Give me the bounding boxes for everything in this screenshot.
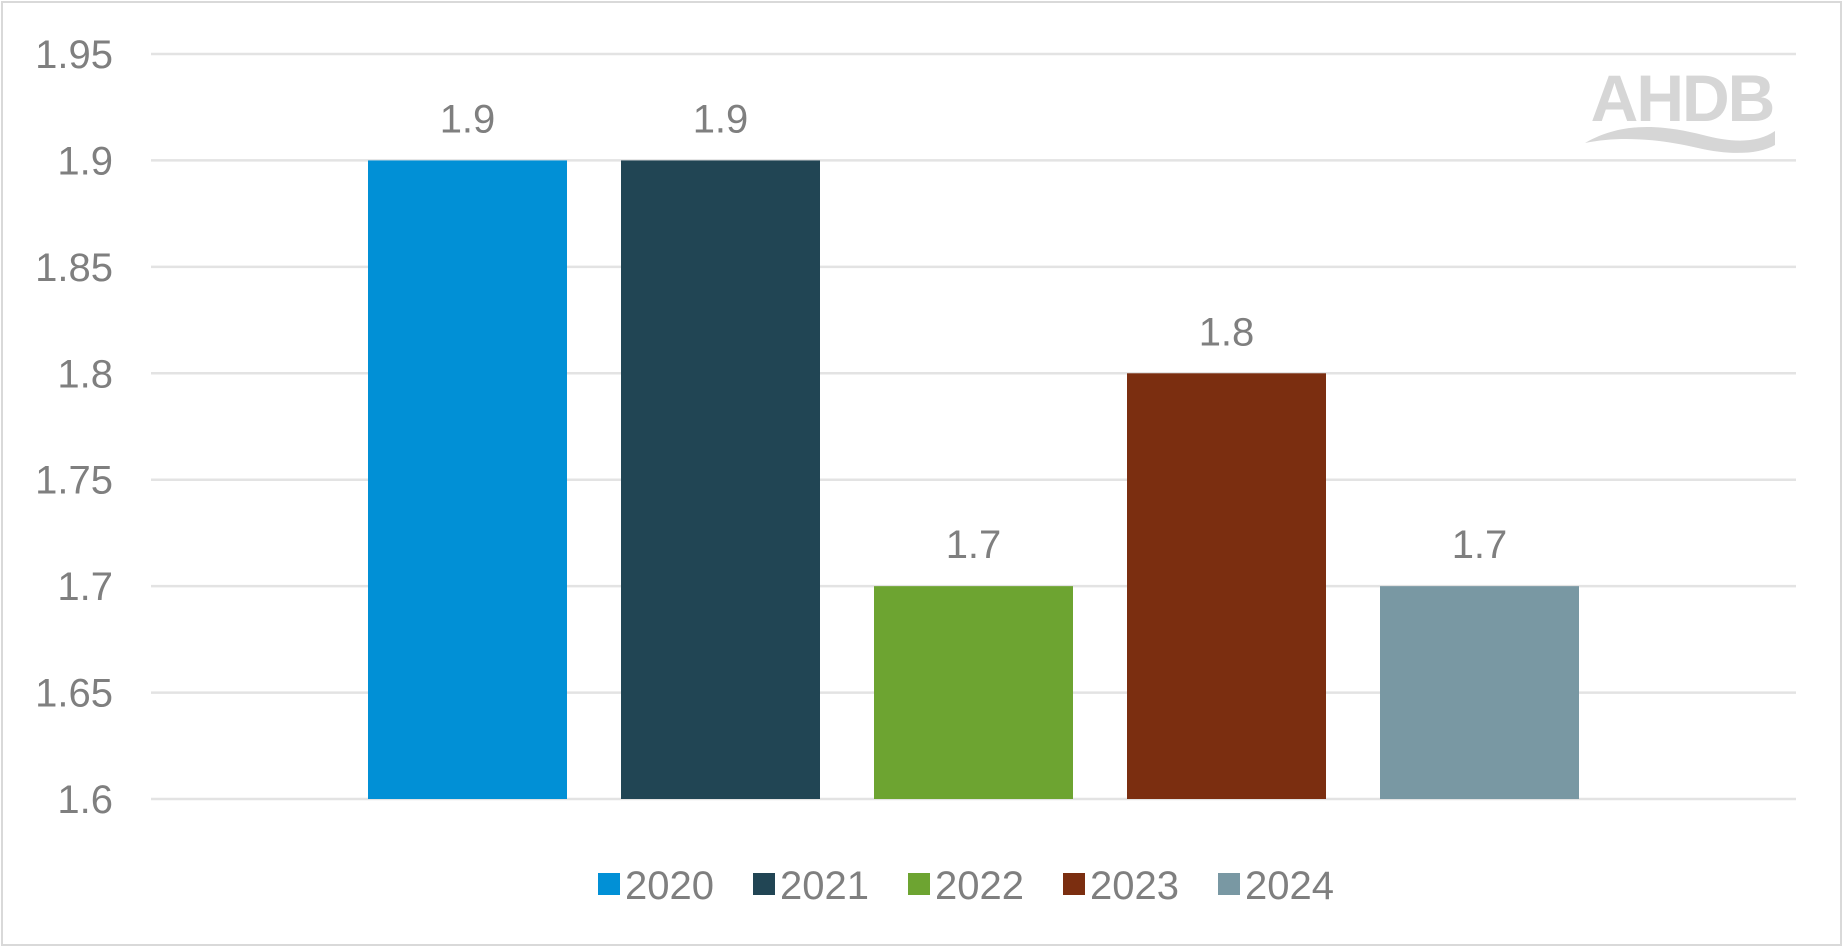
y-tick-label: 1.85 [35, 246, 113, 290]
logo-text: AHDB [1591, 61, 1774, 135]
legend-label-2024: 2024 [1245, 864, 1334, 908]
data-label-2022: 1.7 [946, 523, 1002, 567]
data-label-2021: 1.9 [693, 97, 749, 141]
legend-swatch-2020 [598, 873, 620, 895]
y-tick-label: 1.7 [57, 565, 113, 609]
bar-2024 [1380, 586, 1579, 799]
y-tick-label: 1.9 [57, 139, 113, 183]
legend-swatch-2023 [1063, 873, 1085, 895]
legend-label-2023: 2023 [1090, 864, 1179, 908]
bar-2022 [874, 586, 1073, 799]
legend-swatch-2022 [908, 873, 930, 895]
legend-label-2022: 2022 [935, 864, 1024, 908]
y-axis-tick-labels: 1.6 1.65 1.7 1.75 1.8 1.85 1.9 1.95 [35, 33, 113, 822]
y-tick-label: 1.6 [57, 778, 113, 822]
y-tick-label: 1.95 [35, 33, 113, 77]
logo-wave-icon [1585, 126, 1775, 153]
ahdb-logo: AHDB [1585, 61, 1775, 153]
legend: 2020 2021 2022 2023 2024 [598, 864, 1334, 908]
bar-chart: 1.61.651.71.751.81.851.91.95 1.9 1.91.71.… [35, 33, 1796, 908]
bar-2021 [621, 160, 820, 799]
legend-label-2021: 2021 [780, 864, 869, 908]
legend-label-2020: 2020 [625, 864, 714, 908]
data-label-2024: 1.7 [1452, 523, 1508, 567]
y-tick-label: 1.8 [57, 352, 113, 396]
bar-2020 [368, 160, 567, 799]
data-label-2023: 1.8 [1199, 310, 1255, 354]
y-tick-label: 1.75 [35, 459, 113, 503]
bar-2023 [1127, 373, 1326, 799]
data-label-2020: 1.9 [440, 97, 496, 141]
bars [368, 160, 1579, 799]
legend-swatch-2021 [753, 873, 775, 895]
y-tick-label: 1.65 [35, 672, 113, 716]
data-labels: 1.9 1.9 1.7 1.8 1.7 [440, 97, 1508, 567]
legend-swatch-2024 [1218, 873, 1240, 895]
